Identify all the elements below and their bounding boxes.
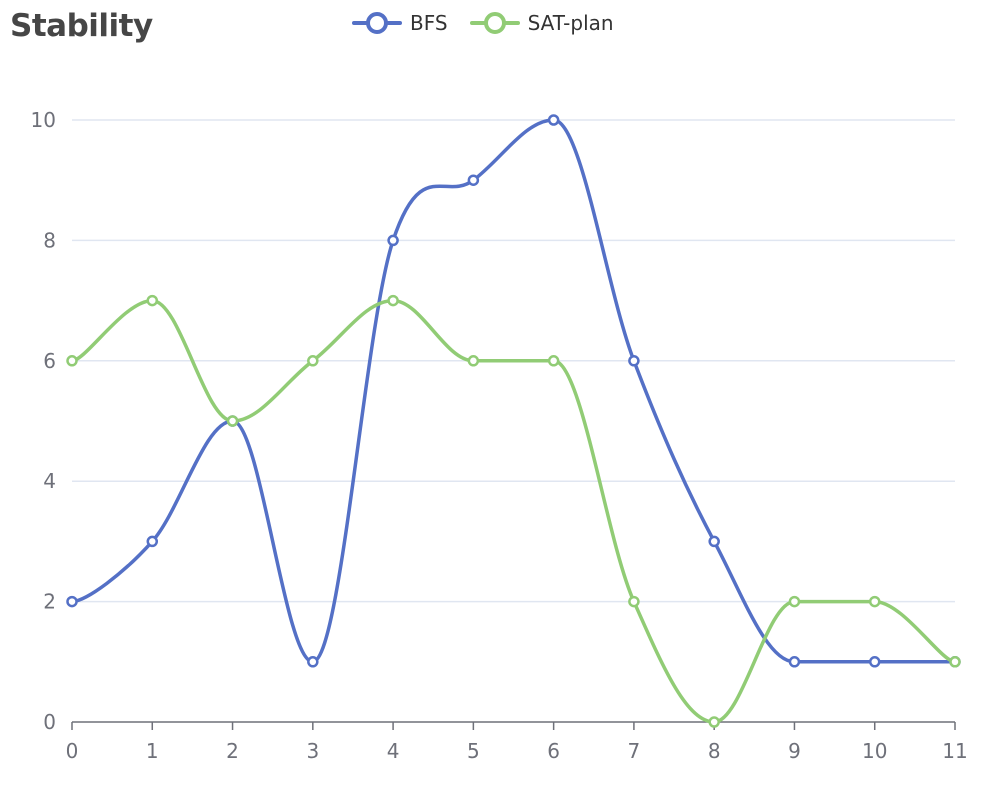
legend: BFS SAT-plan: [352, 8, 614, 38]
y-tick-label-6: 6: [43, 349, 56, 373]
data-point-bfs-9: [788, 656, 801, 668]
y-tick-label-8: 8: [43, 228, 56, 252]
data-point-sat-plan-2: [226, 415, 239, 427]
data-point-sat-plan-11: [949, 656, 961, 668]
legend-swatch-bfs: [352, 12, 402, 34]
x-tick-label-4: 4: [387, 739, 400, 763]
data-point-sat-plan-4: [387, 294, 399, 307]
y-tick-label-2: 2: [43, 590, 56, 614]
data-point-bfs-8: [708, 535, 720, 548]
x-tick-label-1: 1: [146, 739, 159, 763]
data-point-sat-plan-3: [307, 355, 319, 367]
legend-swatch-sat-plan: [469, 12, 520, 34]
x-tick-label-6: 6: [547, 739, 560, 763]
x-tick-label-5: 5: [467, 739, 480, 763]
x-tick-label-9: 9: [788, 739, 801, 763]
x-tick-label-3: 3: [306, 739, 319, 763]
data-point-bfs-10: [868, 656, 881, 668]
data-point-sat-plan-8: [708, 716, 720, 728]
legend-label-bfs: BFS: [410, 11, 448, 35]
data-point-sat-plan-10: [868, 595, 881, 608]
x-tick-label-0: 0: [66, 739, 79, 763]
y-tick-label-0: 0: [43, 710, 56, 734]
chart-title: Stability: [10, 8, 153, 44]
y-tick-label-10: 10: [31, 108, 56, 132]
legend-item-sat-plan[interactable]: SAT-plan: [469, 8, 614, 38]
x-tick-label-10: 10: [862, 739, 887, 763]
data-point-sat-plan-1: [146, 294, 159, 307]
data-point-bfs-1: [146, 535, 159, 548]
x-tick-label-2: 2: [226, 739, 239, 763]
data-point-sat-plan-5: [467, 355, 480, 367]
data-point-bfs-0: [66, 595, 78, 608]
data-point-bfs-3: [307, 656, 319, 668]
x-tick-label-8: 8: [708, 739, 721, 763]
data-point-bfs-5: [467, 174, 480, 186]
legend-label-sat-plan: SAT-plan: [527, 11, 614, 35]
y-tick-label-4: 4: [43, 469, 56, 493]
data-point-bfs-4: [387, 234, 399, 247]
data-point-sat-plan-9: [788, 595, 801, 608]
series-line-sat-plan: [71, 298, 956, 724]
x-tick-label-7: 7: [628, 739, 641, 763]
legend-item-bfs[interactable]: BFS: [352, 8, 448, 38]
data-point-bfs-6: [547, 114, 560, 126]
data-point-sat-plan-6: [547, 355, 560, 367]
data-point-sat-plan-7: [628, 595, 640, 608]
data-point-sat-plan-0: [66, 355, 78, 367]
data-point-bfs-7: [628, 355, 640, 367]
x-tick-label-11: 11: [942, 739, 967, 763]
